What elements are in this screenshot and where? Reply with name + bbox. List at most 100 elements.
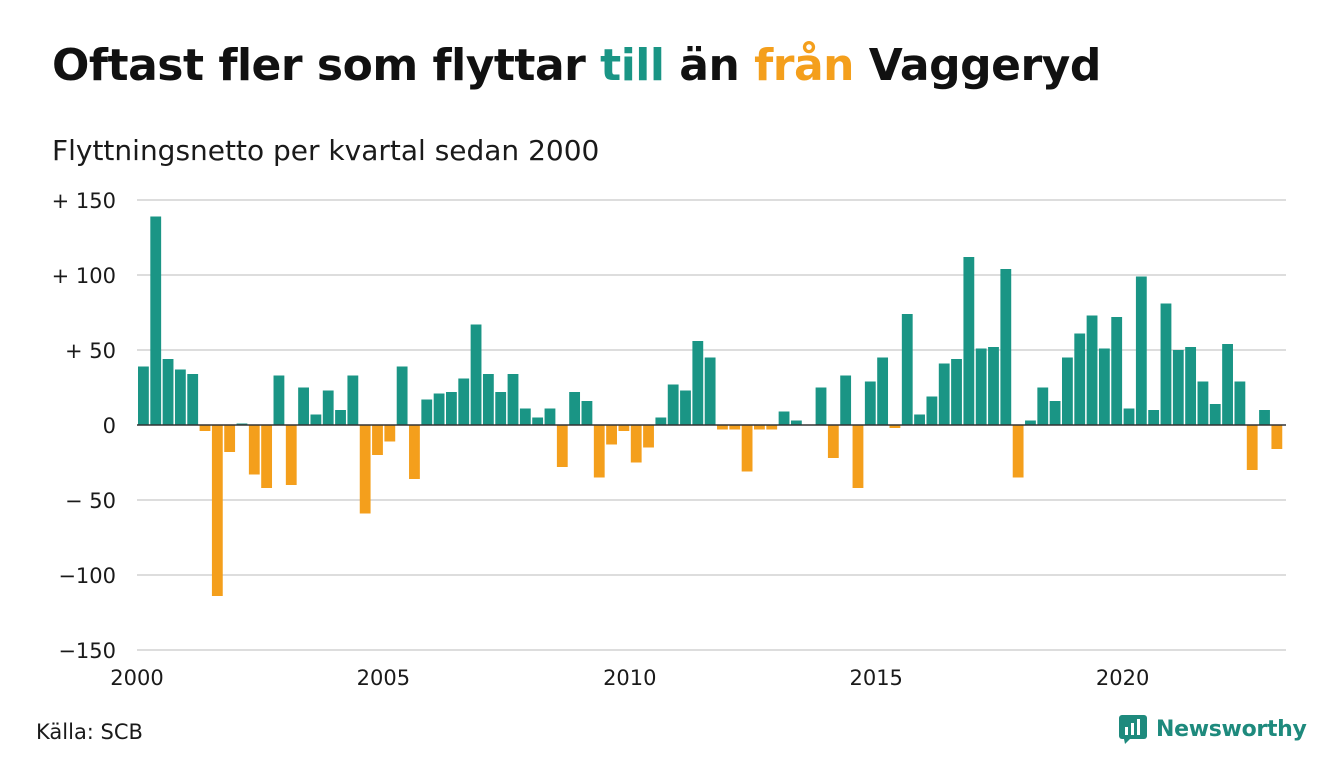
bar [951, 359, 962, 425]
bar [729, 425, 741, 430]
bar [704, 357, 716, 425]
x-tick-label: 2000 [110, 666, 163, 690]
bar [1172, 350, 1184, 425]
bar [643, 425, 654, 448]
bar [1037, 387, 1049, 425]
bar [988, 347, 999, 425]
y-tick-label: + 150 [52, 189, 116, 213]
y-tick-label: −100 [58, 564, 116, 588]
bar [1135, 276, 1147, 425]
bar [778, 411, 790, 425]
bar [482, 374, 494, 425]
gridlines [137, 199, 1286, 651]
bar [754, 425, 765, 430]
title-highlight-till: till [600, 40, 665, 91]
bar [593, 425, 605, 478]
chart-title: Oftast fler som flyttar till än från Vag… [52, 40, 1101, 91]
bar [630, 425, 642, 463]
bar [433, 393, 445, 425]
title-highlight-fran: från [754, 40, 854, 91]
bar [396, 366, 408, 425]
bar [1086, 315, 1098, 425]
y-tick-label: + 100 [52, 264, 116, 288]
bar [519, 408, 531, 425]
bar [717, 425, 728, 430]
bar [174, 369, 186, 425]
bar [1123, 408, 1135, 425]
bar [901, 314, 913, 425]
source-note: Källa: SCB [36, 720, 143, 744]
bar [507, 374, 519, 425]
bar [544, 408, 556, 425]
bar [852, 425, 864, 488]
bar [975, 348, 987, 425]
bar [556, 425, 568, 467]
y-tick-label: 0 [103, 414, 116, 438]
x-tick-label: 2010 [603, 666, 656, 690]
bar [1246, 425, 1258, 470]
bar [1234, 381, 1246, 425]
bar [532, 417, 544, 425]
bar [889, 425, 901, 428]
bar [692, 341, 704, 425]
bar [926, 396, 938, 425]
x-tick-label: 2020 [1096, 666, 1149, 690]
x-tick-label: 2005 [357, 666, 410, 690]
bar [864, 381, 876, 425]
bar [1025, 420, 1036, 425]
x-tick-label: 2015 [849, 666, 902, 690]
bar [384, 425, 396, 442]
bar [224, 425, 236, 452]
bar [409, 425, 420, 479]
bar [655, 417, 667, 425]
bar [1271, 425, 1283, 449]
bar [766, 425, 778, 430]
bar [581, 401, 593, 425]
bar [840, 375, 852, 425]
bar [827, 425, 839, 458]
bar [1197, 381, 1209, 425]
bar [1062, 357, 1073, 425]
bar [963, 257, 975, 425]
bar [1049, 401, 1061, 425]
bar [606, 425, 617, 445]
bar [199, 425, 211, 431]
axes: + 150 + 100 + 50 0 − 50 −100 −150 2000 2005 2010 2… [52, 189, 1286, 690]
y-tick-label: + 50 [65, 339, 116, 363]
bar [335, 410, 346, 425]
bar [1074, 333, 1086, 425]
bar [815, 387, 827, 425]
bar [162, 359, 174, 425]
newsworthy-logo: Newsworthy [1118, 714, 1307, 744]
newsworthy-logo-icon [1119, 715, 1147, 744]
newsworthy-logo-text: Newsworthy [1156, 716, 1307, 742]
y-tick-label: − 50 [65, 489, 116, 513]
bar [618, 425, 630, 431]
bar [1160, 303, 1172, 425]
bar-chart: + 150 + 100 + 50 0 − 50 −100 −150 2000 2005 2010 2… [52, 189, 1286, 690]
bar [569, 392, 581, 425]
bar [914, 414, 925, 425]
bar [1111, 317, 1123, 425]
bar [1000, 269, 1012, 425]
bar [1209, 404, 1221, 425]
bar [741, 425, 753, 472]
bar [347, 375, 359, 425]
bar [421, 399, 433, 425]
bar [285, 425, 297, 485]
title-part-1: Oftast fler som flyttar [52, 40, 601, 91]
bar [446, 392, 457, 425]
title-part-5: Vaggeryd [853, 40, 1102, 91]
bar [458, 378, 470, 425]
bar [938, 363, 950, 425]
bar [138, 366, 149, 425]
bar [248, 425, 260, 475]
bar [187, 374, 199, 425]
bar [359, 425, 371, 514]
bar [310, 414, 322, 425]
y-tick-label: −150 [58, 639, 116, 663]
bar [322, 390, 334, 425]
bar [211, 425, 223, 596]
bar [680, 390, 691, 425]
bar [298, 387, 309, 425]
